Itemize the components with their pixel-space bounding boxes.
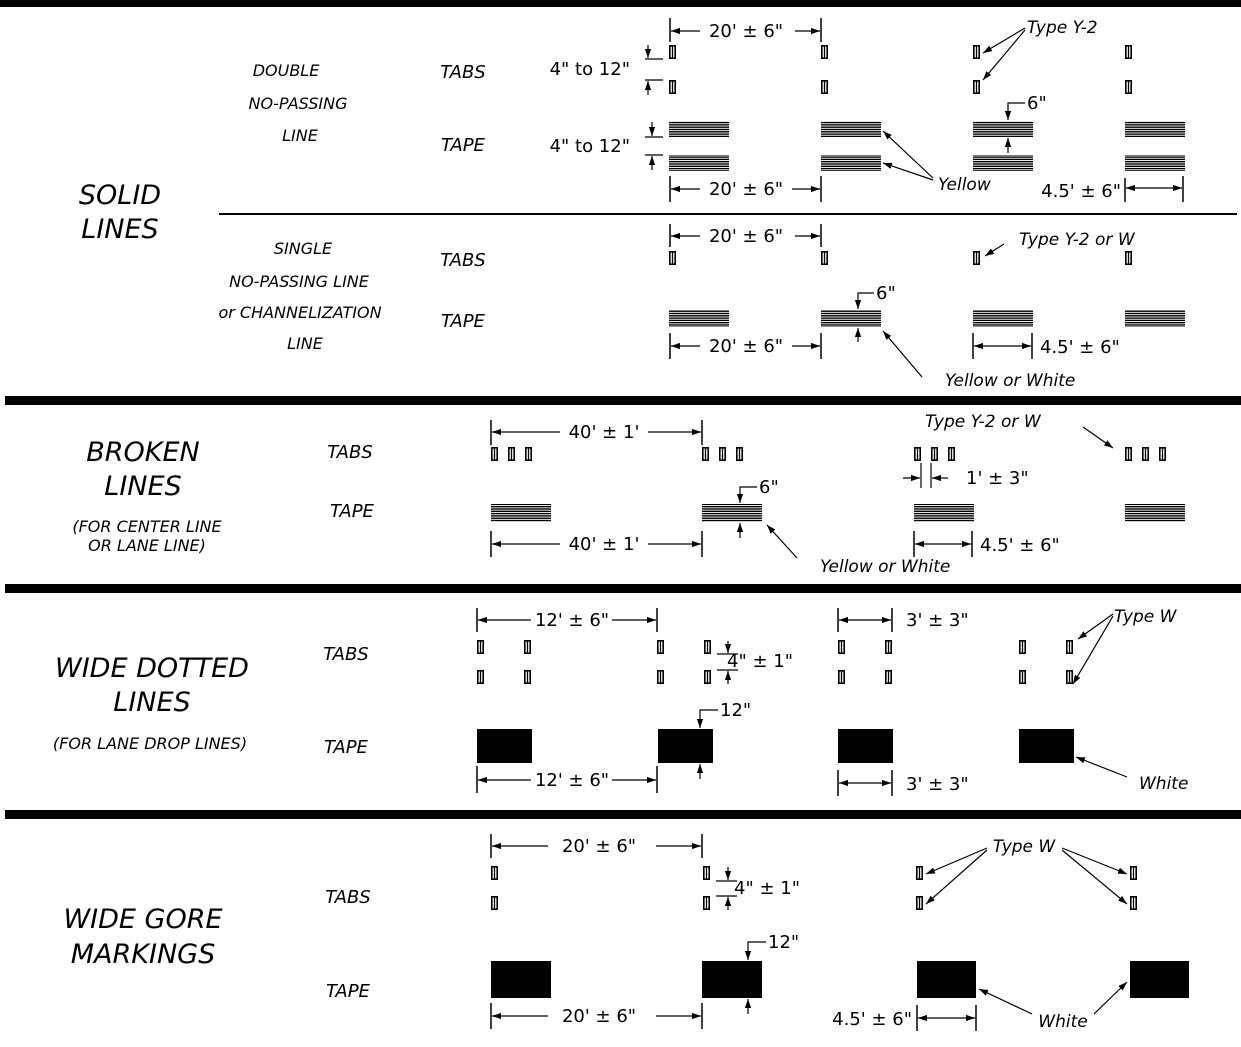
double-tab-type: Type Y-2 <box>1027 18 1098 38</box>
broken-dim-top: 40' ± 1' <box>569 422 640 443</box>
dotted-dim-top: 12' ± 6" <box>535 610 609 631</box>
double-dim-bottom: 20' ± 6" <box>709 179 783 200</box>
broken-tape-label: TAPE <box>330 501 375 522</box>
dotted-sub-line1: (FOR LANE DROP LINES) <box>53 734 247 753</box>
section-dividers <box>0 0 1241 819</box>
dotted-tab-gap: 4" ± 1" <box>727 651 793 672</box>
double-color-note: Yellow <box>938 175 991 195</box>
double-dim-top: 20' ± 6" <box>709 21 783 42</box>
dotted-tape-length: 3' ± 3" <box>906 774 969 795</box>
gore-dim-bottom: 20' ± 6" <box>562 1006 636 1027</box>
double-tabs-gap: 4" to 12" <box>550 59 630 80</box>
gore-tape-label: TAPE <box>326 981 371 1002</box>
broken-dim-bottom: 40' ± 1' <box>569 534 640 555</box>
divider-dotted-gore <box>5 810 1241 819</box>
single-name-line2: NO-PASSING LINE <box>229 272 370 291</box>
dotted-tape <box>477 729 1074 763</box>
gore-dim-top: 20' ± 6" <box>562 836 636 857</box>
double-width: 6" <box>1027 93 1047 114</box>
broken-tab-spacing: 1' ± 3" <box>966 468 1029 489</box>
single-color-note: Yellow or White <box>945 371 1075 391</box>
gore-title-line2: MARKINGS <box>71 939 215 970</box>
single-dim-top: 20' ± 6" <box>709 226 783 247</box>
single-name-line4: LINE <box>287 334 324 353</box>
double-tape-length: 4.5' ± 6" <box>1041 181 1121 202</box>
broken-lines-section: BROKEN LINES (FOR CENTER LINE OR LANE LI… <box>72 412 1185 577</box>
broken-tape-length: 4.5' ± 6" <box>980 535 1060 556</box>
dotted-tab-type: Type W <box>1114 607 1178 627</box>
dotted-dim-bottom: 12' ± 6" <box>535 770 609 791</box>
gore-tape-length: 4.5' ± 6" <box>832 1009 912 1030</box>
single-tape-label: TAPE <box>441 311 486 332</box>
broken-width: 6" <box>759 477 779 498</box>
solid-lines-section: SOLID LINES DOUBLE NO-PASSING LINE TABS … <box>79 18 1185 391</box>
single-tabs-label: TABS <box>440 250 485 271</box>
gore-tape <box>491 961 1189 998</box>
single-name-line1: SINGLE <box>274 239 333 258</box>
dotted-tape-label: TAPE <box>324 737 369 758</box>
dotted-tabs-label: TABS <box>323 644 368 665</box>
solid-title-line2: LINES <box>81 214 158 245</box>
dotted-title-line1: WIDE DOTTED <box>55 653 249 684</box>
divider-broken-dotted <box>5 584 1241 593</box>
dotted-width: 12" <box>720 700 751 721</box>
divider-solid-broken <box>5 396 1241 405</box>
broken-sub-line2: OR LANE LINE) <box>88 536 206 555</box>
dotted-title-line2: LINES <box>113 687 190 718</box>
broken-sub-line1: (FOR CENTER LINE <box>72 517 222 536</box>
gore-tabs-label: TABS <box>325 887 370 908</box>
broken-tape <box>491 504 1185 522</box>
double-tape-gap: 4" to 12" <box>550 136 630 157</box>
wide-gore-markings-section: WIDE GORE MARKINGS TABS TAPE 20' ± 6" 4"… <box>63 834 1189 1032</box>
double-name-line3: LINE <box>282 126 319 145</box>
broken-tabs <box>490 446 1166 462</box>
single-tabs <box>668 251 1132 266</box>
broken-color-note: Yellow or White <box>820 557 950 577</box>
single-tape-length: 4.5' ± 6" <box>1040 337 1120 358</box>
broken-title-line2: LINES <box>104 471 181 502</box>
gore-tab-gap: 4" ± 1" <box>734 878 800 899</box>
dotted-color-note: White <box>1139 774 1188 794</box>
gore-tab-type: Type W <box>993 837 1057 857</box>
double-tabs <box>668 44 1132 94</box>
gore-title-line1: WIDE GORE <box>63 904 222 935</box>
single-dim-bottom: 20' ± 6" <box>709 336 783 357</box>
solid-title-line1: SOLID <box>79 180 161 211</box>
gore-tabs <box>490 865 1137 911</box>
divider-top <box>0 0 1241 7</box>
double-name-line2: NO-PASSING <box>249 94 348 113</box>
gore-color-note: White <box>1038 1012 1087 1032</box>
gore-width: 12" <box>768 932 799 953</box>
single-width: 6" <box>876 283 896 304</box>
broken-tabs-label: TABS <box>327 442 372 463</box>
wide-dotted-lines-section: WIDE DOTTED LINES (FOR LANE DROP LINES) … <box>53 607 1188 796</box>
double-tape <box>669 121 1185 171</box>
single-tab-type: Type Y-2 or W <box>1019 230 1136 250</box>
single-name-line3: or CHANNELIZATION <box>218 303 381 322</box>
broken-title-line1: BROKEN <box>86 437 200 468</box>
broken-tab-type: Type Y-2 or W <box>925 412 1042 432</box>
double-tabs-label: TABS <box>440 62 485 83</box>
single-tape <box>669 310 1185 327</box>
double-tape-label: TAPE <box>441 135 486 156</box>
double-name-line1: DOUBLE <box>253 61 321 80</box>
dotted-tab-length: 3' ± 3" <box>906 610 969 631</box>
